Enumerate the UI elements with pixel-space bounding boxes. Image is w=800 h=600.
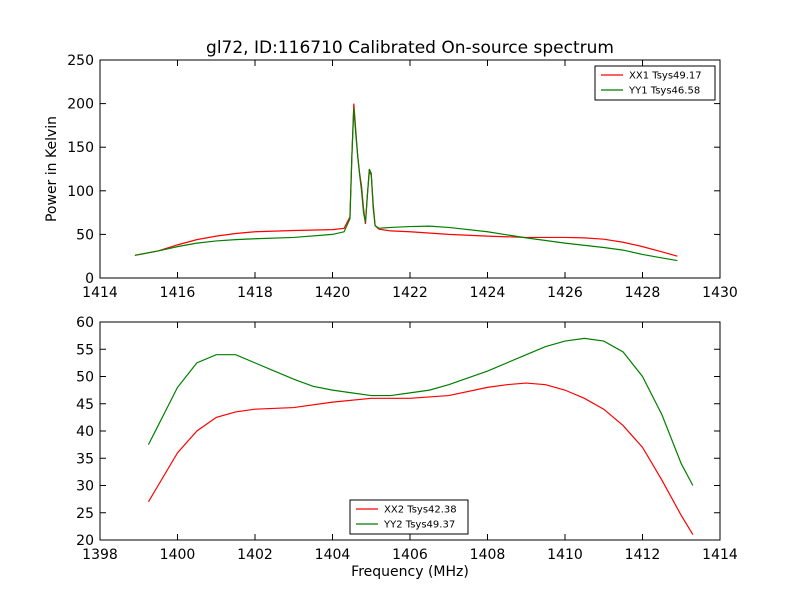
- y-tick-label: 150: [67, 140, 94, 156]
- y-axis-label: Power in Kelvin: [44, 116, 60, 222]
- y-tick-label: 55: [76, 342, 94, 358]
- x-tick-label: 1404: [315, 547, 351, 563]
- x-tick-label: 1426: [547, 285, 583, 301]
- x-tick-label: 1414: [702, 547, 738, 563]
- x-tick-label: 1428: [625, 285, 661, 301]
- x-tick-label: 1406: [392, 547, 428, 563]
- x-tick-label: 1414: [82, 285, 118, 301]
- y-tick-label: 40: [76, 424, 94, 440]
- legend-box: [594, 65, 716, 101]
- series-line-xx-2: [147, 382, 694, 535]
- x-tick-label: 1410: [547, 547, 583, 563]
- legend-label: YY1 Tsys46.58: [628, 86, 700, 97]
- x-tick-label: 1402: [237, 547, 273, 563]
- y-tick-label: 30: [76, 479, 94, 495]
- y-tick-label: 0: [85, 271, 94, 287]
- y-tick-label: 45: [76, 397, 94, 413]
- x-tick-label: 1424: [470, 285, 506, 301]
- x-tick-label: 1420: [315, 285, 351, 301]
- y-tick-label: 100: [67, 184, 94, 200]
- x-tick-label: 1418: [237, 285, 273, 301]
- legend: XX1 Tsys49.17 YY1 Tsys46.58: [594, 65, 716, 101]
- x-tick-label: 1398: [82, 547, 118, 563]
- y-tick-label: 35: [76, 451, 94, 467]
- series-line-yy-1: [134, 107, 678, 262]
- legend: XX2 Tsys42.38 YY2 Tsys49.37: [349, 499, 469, 535]
- x-tick-label: 1416: [160, 285, 196, 301]
- legend-label: YY2 Tsys49.37: [383, 520, 455, 531]
- x-tick-label: 1400: [160, 547, 196, 563]
- legend-label: XX2 Tsys42.38: [384, 505, 457, 516]
- y-tick-label: 250: [67, 53, 94, 69]
- bottom-spectrum-plot: 1398 1400 1402 1404 1406 1408 1410 1412 1414 20 25…: [76, 315, 738, 563]
- top-spectrum-plot: 1414 1416 1418 1420 1422 1424 1426 1428 1430 0 50 1…: [67, 53, 738, 301]
- y-tick-label: 25: [76, 506, 94, 522]
- x-tick-label: 1430: [702, 285, 738, 301]
- y-tick-label: 50: [76, 227, 94, 243]
- y-tick-label: 60: [76, 315, 94, 331]
- y-tick-label: 20: [76, 533, 94, 549]
- legend-label: XX1 Tsys49.17: [629, 71, 702, 82]
- figure-title: gl72, ID:116710 Calibrated On-source spe…: [206, 38, 614, 58]
- legend-box: [349, 499, 469, 535]
- x-tick-label: 1412: [625, 547, 661, 563]
- y-tick-label: 200: [67, 97, 94, 113]
- y-tick-label: 50: [76, 370, 94, 386]
- x-tick-label: 1408: [470, 547, 506, 563]
- x-axis-label: Frequency (MHz): [351, 564, 469, 580]
- series-line-xx-1: [134, 103, 678, 257]
- series-line-yy-2: [147, 337, 694, 486]
- x-tick-label: 1422: [392, 285, 428, 301]
